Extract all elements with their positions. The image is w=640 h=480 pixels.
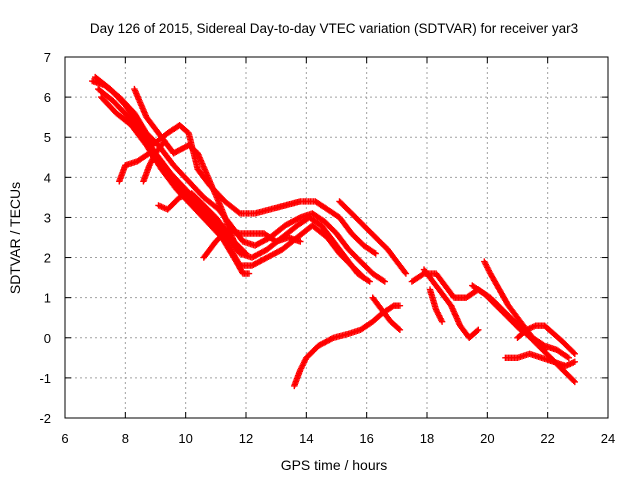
y-tick-label: 5 [44, 130, 51, 145]
series-track-15 [420, 266, 482, 341]
data-point [241, 249, 249, 256]
data-point [366, 278, 373, 285]
x-tick-label: 22 [540, 431, 554, 446]
data-point [541, 346, 548, 353]
data-point [242, 250, 250, 257]
x-tick-label: 20 [480, 431, 494, 446]
axes [64, 56, 609, 419]
y-tick-label: 4 [44, 170, 51, 185]
data-point [571, 378, 578, 386]
data-point [236, 246, 244, 253]
data-point [564, 353, 571, 361]
data-point [235, 245, 243, 252]
data-point [402, 270, 410, 277]
x-axis-label: GPS time / hours [281, 457, 388, 473]
series-track-8 [155, 190, 244, 253]
data-point [396, 302, 404, 309]
series-track-13 [369, 294, 404, 333]
y-tick-label: -1 [39, 371, 51, 386]
y-tick-label: 6 [44, 90, 51, 105]
series-track-9 [140, 138, 168, 185]
chart-title: Day 126 of 2015, Sidereal Day-to-day VTE… [90, 21, 578, 36]
data-point [571, 350, 578, 357]
x-tick-label: 18 [420, 431, 434, 446]
x-tick-label: 14 [299, 431, 313, 446]
data-point [380, 277, 387, 284]
x-tick-label: 16 [359, 431, 373, 446]
data-point [372, 250, 379, 257]
y-tick-label: 2 [44, 251, 51, 266]
y-tick-label: 1 [44, 291, 51, 306]
series-track-10 [200, 226, 304, 261]
x-tick-label: 24 [601, 431, 615, 446]
data-point [365, 277, 372, 284]
data-point [475, 326, 482, 333]
data-point [371, 249, 378, 256]
series-track-16 [426, 286, 446, 325]
data-point [161, 138, 168, 145]
y-axis-label: SDTVAR / TECUs [7, 182, 23, 294]
series-track-19 [502, 350, 578, 370]
data-point [200, 163, 207, 170]
data-point [401, 269, 409, 276]
data-point [570, 377, 577, 384]
x-tick-label: 8 [122, 431, 129, 446]
data-point [245, 270, 253, 277]
data-point [235, 209, 242, 216]
data-point [419, 271, 426, 278]
data-point [571, 358, 578, 365]
data-point [565, 354, 572, 361]
series-track-11 [336, 198, 410, 277]
series-track-18 [481, 258, 548, 353]
x-tick-label: 12 [239, 431, 253, 446]
y-tick-label: 0 [44, 331, 51, 346]
x-tick-label: 10 [178, 431, 192, 446]
data-point [570, 349, 577, 356]
data-point [295, 215, 303, 222]
data-point [160, 139, 167, 146]
data-point [438, 318, 446, 325]
data-point [474, 327, 481, 334]
y-tick-label: 7 [44, 50, 51, 65]
data-point [381, 278, 388, 285]
y-tick-label: -2 [39, 411, 51, 426]
data-point [359, 273, 366, 280]
data-marks [89, 73, 578, 390]
data-point [395, 325, 402, 332]
data-point [396, 326, 404, 333]
series-track-6 [137, 122, 379, 257]
data-point [540, 345, 547, 352]
y-tick-label: 3 [44, 210, 51, 225]
data-point [297, 238, 304, 245]
data-point [360, 274, 367, 281]
series-track-20 [514, 322, 578, 357]
x-tick-label: 6 [61, 431, 68, 446]
plot-frame [64, 56, 609, 419]
